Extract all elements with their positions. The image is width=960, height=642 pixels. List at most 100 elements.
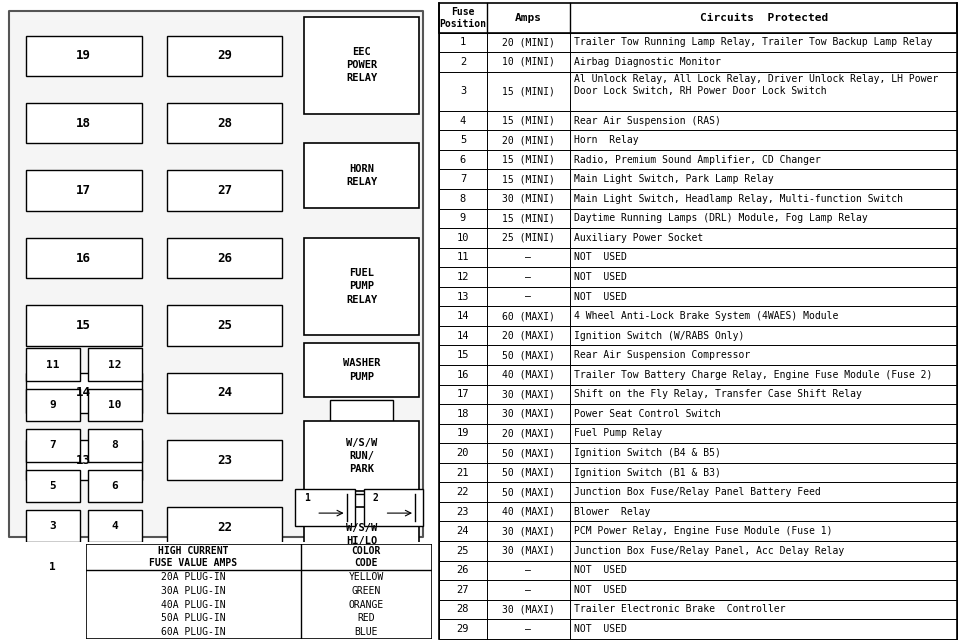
Bar <box>88 551 141 583</box>
Text: HORN
RELAY: HORN RELAY <box>346 164 377 187</box>
Bar <box>440 150 957 169</box>
Text: WASHER
PUMP: WASHER PUMP <box>343 358 380 381</box>
Text: 24: 24 <box>457 526 469 536</box>
Text: 10 (MINI): 10 (MINI) <box>502 57 555 67</box>
Bar <box>88 470 141 502</box>
Text: Horn  Relay: Horn Relay <box>574 135 639 145</box>
Text: Airbag Diagnostic Monitor: Airbag Diagnostic Monitor <box>574 57 721 67</box>
Bar <box>440 385 957 404</box>
Text: NOT  USED: NOT USED <box>574 566 627 575</box>
Bar <box>88 389 141 421</box>
Text: 20 (MINI): 20 (MINI) <box>502 37 555 48</box>
Text: 15: 15 <box>457 351 469 360</box>
Bar <box>26 389 80 421</box>
Text: Ignition Switch (B1 & B3): Ignition Switch (B1 & B3) <box>574 467 721 478</box>
Text: 21: 21 <box>457 467 469 478</box>
Text: 6: 6 <box>460 155 467 164</box>
Text: 14: 14 <box>457 311 469 321</box>
Bar <box>26 429 80 462</box>
Text: 50 (MAXI): 50 (MAXI) <box>502 351 555 360</box>
Text: 30 (MAXI): 30 (MAXI) <box>502 389 555 399</box>
Text: 14: 14 <box>77 386 91 399</box>
Text: W/S/W
RUN/
PARK: W/S/W RUN/ PARK <box>346 438 377 474</box>
Text: NOT  USED: NOT USED <box>574 624 627 634</box>
Bar <box>26 510 80 542</box>
Text: BLUE: BLUE <box>354 627 378 637</box>
Bar <box>440 326 957 345</box>
Bar <box>26 305 141 345</box>
Text: 24: 24 <box>217 386 232 399</box>
Text: Junction Box Fuse/Relay Panel Battery Feed: Junction Box Fuse/Relay Panel Battery Fe… <box>574 487 821 497</box>
Text: 26: 26 <box>457 566 469 575</box>
Bar <box>88 510 141 542</box>
Text: 30A PLUG-IN: 30A PLUG-IN <box>161 586 226 596</box>
Text: 30 (MAXI): 30 (MAXI) <box>502 526 555 536</box>
Bar <box>440 287 957 306</box>
Bar <box>26 372 141 413</box>
Text: RED: RED <box>357 613 375 623</box>
Bar <box>440 502 957 521</box>
Bar <box>167 305 282 345</box>
Bar <box>440 482 957 502</box>
Bar <box>440 345 957 365</box>
Text: Amps: Amps <box>515 13 541 23</box>
Text: 16: 16 <box>457 370 469 380</box>
Text: 50 (MAXI): 50 (MAXI) <box>502 448 555 458</box>
Bar <box>296 489 355 526</box>
Bar <box>440 33 957 52</box>
Text: FUEL
PUMP
RELAY: FUEL PUMP RELAY <box>346 268 377 304</box>
Text: Rear Air Suspension Compressor: Rear Air Suspension Compressor <box>574 351 751 360</box>
Text: 19: 19 <box>457 428 469 438</box>
Text: 10: 10 <box>108 400 122 410</box>
Text: YELLOW: YELLOW <box>348 572 384 582</box>
Bar <box>440 306 957 326</box>
Text: 15 (MINI): 15 (MINI) <box>502 116 555 126</box>
Text: 4 Wheel Anti-Lock Brake System (4WAES) Module: 4 Wheel Anti-Lock Brake System (4WAES) M… <box>574 311 839 321</box>
Text: 13: 13 <box>77 454 91 467</box>
Text: ORANGE: ORANGE <box>348 600 384 610</box>
Text: 17: 17 <box>77 184 91 197</box>
Text: –: – <box>525 585 531 595</box>
Text: 19: 19 <box>77 49 91 62</box>
Text: 15 (MINI): 15 (MINI) <box>502 174 555 184</box>
Bar <box>440 560 957 580</box>
Bar <box>167 372 282 413</box>
Bar <box>26 470 80 502</box>
Text: Main Light Switch, Headlamp Relay, Multi-function Switch: Main Light Switch, Headlamp Relay, Multi… <box>574 194 903 204</box>
Text: 15 (MINI): 15 (MINI) <box>502 155 555 164</box>
Bar <box>303 143 420 208</box>
Text: 50A PLUG-IN: 50A PLUG-IN <box>161 613 226 623</box>
Text: NOT  USED: NOT USED <box>574 272 627 282</box>
Text: 27: 27 <box>457 585 469 595</box>
Text: 2: 2 <box>372 493 378 503</box>
Bar <box>440 248 957 267</box>
Bar <box>330 494 394 518</box>
Bar <box>330 564 394 588</box>
Bar <box>26 103 141 143</box>
Text: 22: 22 <box>217 521 232 534</box>
Text: Circuits  Protected: Circuits Protected <box>700 13 828 23</box>
Bar <box>26 551 80 583</box>
Bar <box>303 343 420 397</box>
Text: 15: 15 <box>77 319 91 332</box>
Text: 2: 2 <box>111 562 118 572</box>
Bar <box>440 463 957 482</box>
Bar <box>440 580 957 600</box>
Text: Ignition Switch (W/RABS Only): Ignition Switch (W/RABS Only) <box>574 331 745 341</box>
Text: Ignition Switch (B4 & B5): Ignition Switch (B4 & B5) <box>574 448 721 458</box>
Text: 20 (MAXI): 20 (MAXI) <box>502 428 555 438</box>
Bar <box>440 404 957 424</box>
Text: 20A PLUG-IN: 20A PLUG-IN <box>161 572 226 582</box>
Text: 28: 28 <box>217 117 232 130</box>
Text: 60A PLUG-IN: 60A PLUG-IN <box>161 627 226 637</box>
Text: 7: 7 <box>460 174 467 184</box>
Bar <box>440 111 957 130</box>
Bar <box>26 170 141 211</box>
Bar <box>440 130 957 150</box>
Bar <box>440 424 957 443</box>
Text: 40A PLUG-IN: 40A PLUG-IN <box>161 600 226 610</box>
Bar <box>167 103 282 143</box>
Text: 30 (MAXI): 30 (MAXI) <box>502 546 555 556</box>
Text: 6: 6 <box>111 481 118 491</box>
Text: 29: 29 <box>217 49 232 62</box>
